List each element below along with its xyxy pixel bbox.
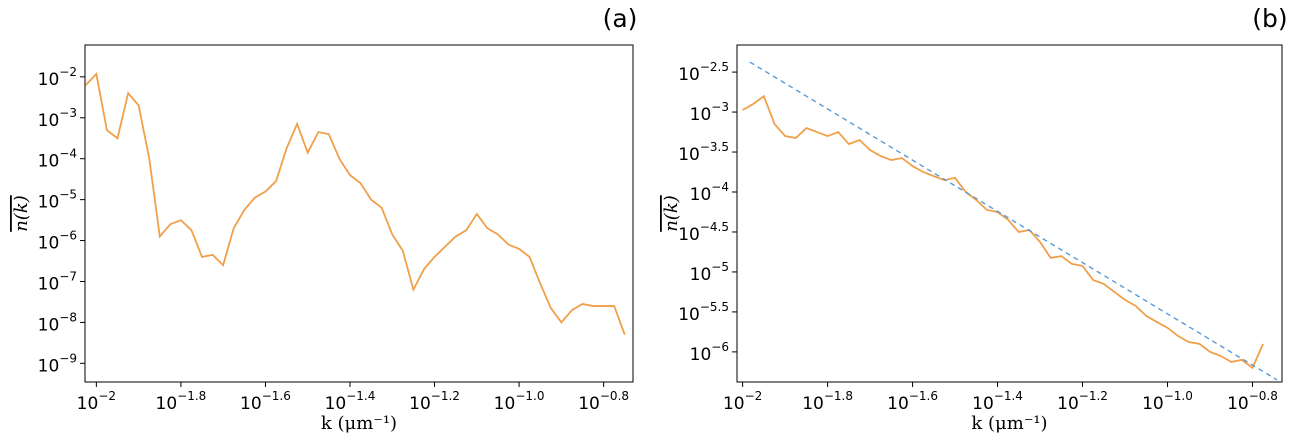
x-axis-title: k (μm⁻¹): [321, 413, 397, 434]
x-tick-label: 10−0.8: [1227, 389, 1278, 415]
plot-frame: [736, 44, 1283, 383]
y-tick-label: 10−3: [38, 105, 77, 131]
y-tick-label: 10−4.5: [678, 219, 729, 245]
x-axis-title: k (μm⁻¹): [971, 413, 1047, 434]
panel-label: (a): [603, 4, 638, 33]
y-tick-label: 10−5: [690, 259, 729, 285]
y-tick-label: 10−6: [38, 228, 77, 254]
y-tick-label: 10−2: [38, 64, 77, 90]
y-tick-label: 10−7: [38, 269, 77, 295]
y-tick-label: 10−3.5: [678, 140, 729, 166]
x-tick-label: 10−1.4: [972, 389, 1023, 415]
x-tick-label: 10−1.4: [325, 389, 376, 415]
x-tick-label: 10−1.0: [1142, 389, 1193, 415]
plot-area: [85, 72, 626, 336]
plot-frame: [84, 44, 634, 383]
data-line: [742, 94, 1264, 370]
y-tick-label: 10−4: [38, 146, 77, 172]
data-line: [85, 72, 626, 336]
y-tick-label: 10−3: [690, 100, 729, 126]
fit-line: [749, 61, 1278, 381]
panel-label: (b): [1252, 4, 1287, 33]
y-axis-title: n(k): [11, 195, 32, 232]
y-tick-label: 10−4: [690, 179, 729, 205]
y-tick-label: 10−6: [690, 339, 729, 365]
x-tick-label: 10−1.8: [802, 389, 853, 415]
y-tick-label: 10−2.5: [678, 60, 729, 86]
x-tick-label: 10−2: [77, 389, 116, 415]
x-tick-label: 10−1.0: [494, 389, 545, 415]
x-tick-label: 10−2: [723, 389, 762, 415]
plot-area: [742, 61, 1278, 381]
x-tick-label: 10−1.2: [1057, 389, 1108, 415]
y-tick-label: 10−5: [38, 187, 77, 213]
x-tick-label: 10−1.8: [156, 389, 207, 415]
x-tick-label: 10−0.8: [578, 389, 629, 415]
x-tick-label: 10−1.6: [887, 389, 938, 415]
x-tick-label: 10−1.6: [240, 389, 291, 415]
y-tick-label: 10−5.5: [678, 299, 729, 325]
y-tick-label: 10−9: [38, 351, 77, 377]
y-axis-title: n(k): [661, 195, 682, 232]
x-tick-label: 10−1.2: [409, 389, 460, 415]
y-tick-label: 10−8: [38, 310, 77, 336]
